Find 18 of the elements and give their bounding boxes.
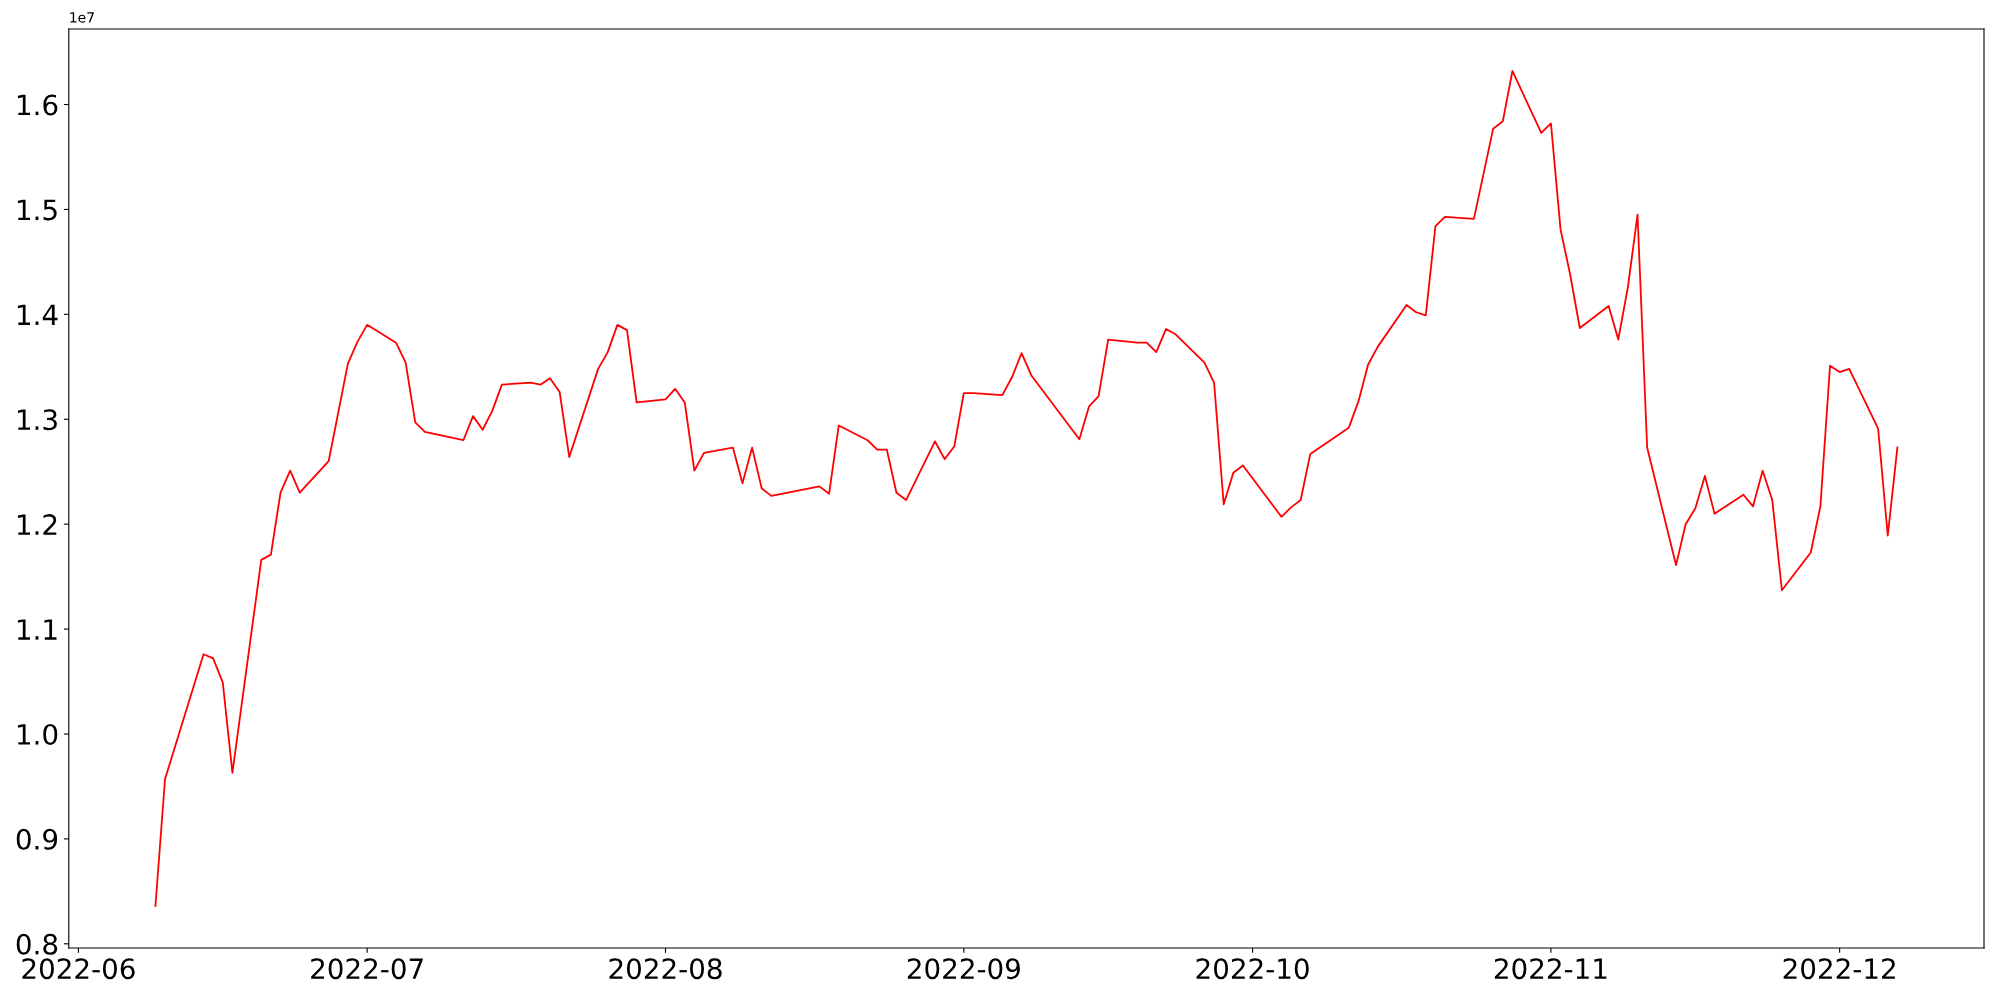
x-tick-label: 2022-09 <box>907 958 1020 980</box>
y-tick-label: 1.5 <box>17 199 57 221</box>
y-tick-label: 1.1 <box>17 619 57 640</box>
y-tick-label: 1.3 <box>17 409 57 431</box>
x-tick-label: 2022-11 <box>1494 958 1607 980</box>
y-tick-label: 0.9 <box>16 828 58 850</box>
y-tick-label: 1.4 <box>17 304 58 325</box>
y-tick-label: 1.0 <box>17 723 58 745</box>
y-tick-label: 1.6 <box>17 94 58 116</box>
x-tick-label: 2022-10 <box>1196 958 1309 980</box>
x-tick-label: 2022-12 <box>1783 958 1895 980</box>
x-tick-label: 2022-06 <box>22 958 135 980</box>
line-series <box>154 70 1899 907</box>
text: 1e7 <box>70 12 94 23</box>
x-tick-label: 2022-07 <box>311 958 423 980</box>
y-tick-label: 0.8 <box>16 933 58 955</box>
x-tick-label: 2022-08 <box>609 958 722 980</box>
y-tick-label: 1.2 <box>17 514 57 535</box>
